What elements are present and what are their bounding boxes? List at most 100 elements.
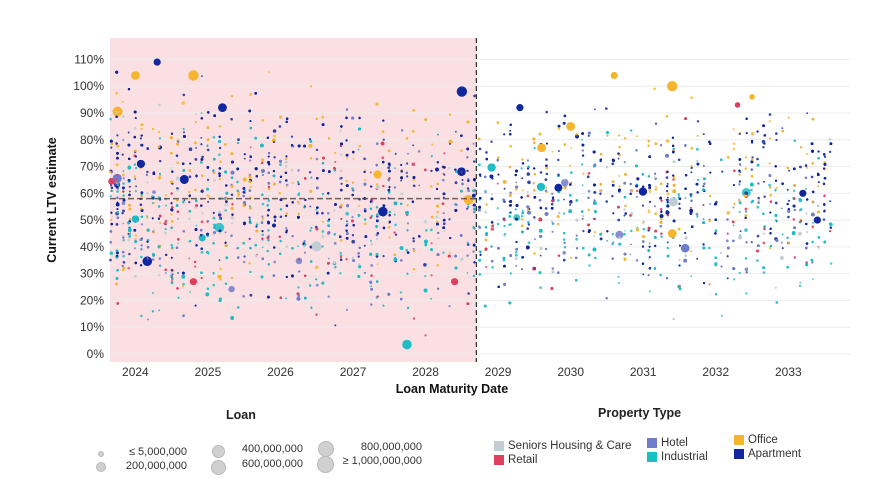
data-point [224,202,229,207]
data-point [109,184,112,187]
data-point [170,167,172,170]
data-point [188,201,191,204]
data-point [544,189,548,192]
data-point [473,210,476,214]
data-point [388,236,391,239]
data-point [141,195,143,198]
data-point [248,173,252,177]
data-point [189,291,192,293]
data-point [357,255,360,258]
data-point [188,175,192,178]
data-point [781,127,784,129]
data-point [623,161,626,164]
data-point [684,197,687,199]
data-point [230,193,234,197]
data-point [430,274,433,277]
data-point [200,143,203,146]
data-point [653,205,657,208]
data-point [219,227,222,230]
data-point [689,193,693,197]
data-point [561,178,569,187]
data-point [442,212,445,215]
data-point [780,207,783,210]
data-point [738,132,741,135]
data-point [340,182,343,185]
data-point [756,157,759,161]
data-point [744,156,747,159]
data-point [121,153,124,156]
data-point [806,153,808,155]
data-point [515,181,518,184]
data-point [412,184,416,188]
data-point [248,216,251,219]
data-point [732,206,735,209]
data-point [466,169,469,173]
data-point [466,207,469,210]
data-point [744,228,748,232]
data-point [594,108,596,111]
data-point [466,272,469,274]
data-point [799,165,802,169]
data-point [429,228,433,232]
data-point [224,209,227,212]
data-point [285,245,289,249]
data-point [399,259,403,262]
data-point [617,281,620,284]
data-point [526,194,530,198]
data-point [677,193,681,196]
data-point [151,258,155,261]
data-point [176,187,179,190]
data-point [617,157,620,160]
data-point [436,263,440,267]
data-point [466,241,469,244]
data-point [273,260,277,264]
data-point [534,238,536,241]
data-point [164,272,167,274]
data-point [473,94,476,98]
data-point [127,131,130,134]
data-point [443,229,446,232]
data-point [490,227,495,231]
data-point [460,257,464,262]
data-point [660,232,663,235]
data-point [200,112,203,114]
data-point [399,291,403,294]
data-point [134,190,137,193]
data-point [830,262,833,265]
data-point [655,186,657,188]
data-point [739,234,742,237]
data-point [273,156,276,159]
data-point [183,131,185,134]
data-point [502,256,505,260]
data-point [557,199,560,202]
data-point [230,216,235,220]
data-point [121,201,126,205]
data-point [315,225,318,229]
data-point [406,204,409,207]
data-point [122,191,124,194]
data-point [696,215,699,218]
data-point [431,143,434,146]
data-point [423,263,427,267]
data-point [363,244,366,247]
data-point [594,191,597,194]
data-point [127,267,130,270]
data-point [110,146,113,149]
data-point [412,178,416,182]
data-point [412,248,415,251]
data-point [708,246,711,250]
data-point [762,271,766,274]
data-point [762,146,765,149]
data-point [286,185,288,187]
data-point [188,217,191,221]
data-point [605,107,608,110]
data-point [556,222,560,226]
data-point [466,187,470,190]
data-point [648,256,651,259]
data-point [485,266,488,268]
data-point [345,211,350,216]
data-point [805,261,808,265]
data-point [514,251,518,254]
data-point [732,128,735,131]
